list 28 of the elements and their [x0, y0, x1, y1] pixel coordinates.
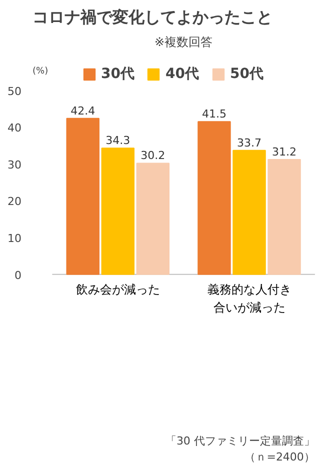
y-tick-label: 40 [8, 122, 22, 135]
text: （ｎ=2400） [244, 450, 315, 464]
y-tick-label: 10 [8, 232, 22, 246]
y-tick-label: 0 [14, 268, 22, 282]
bar [66, 118, 100, 275]
bar [268, 159, 301, 275]
legend-label: 40代 [165, 65, 199, 83]
chart-subtitle: ※複数回答 [154, 35, 213, 50]
bar [198, 121, 231, 275]
y-axis-title: (%) [32, 66, 48, 76]
bar [101, 148, 134, 275]
legend-label: 30代 [101, 65, 134, 83]
bar [232, 150, 266, 275]
y-tick-label: 50 [8, 84, 22, 98]
data-label: 31.2 [272, 146, 297, 159]
text: 「30 代ファミリー定量調査」 [165, 434, 315, 448]
data-label: 34.3 [106, 134, 130, 148]
legend-label: 50代 [230, 65, 264, 83]
data-label: 30.2 [140, 149, 166, 162]
y-tick-label: 20 [8, 195, 22, 208]
y-tick-label: 30 [8, 158, 22, 172]
x-tick-label: 飲み会が減った [76, 282, 160, 296]
data-label: 33.7 [237, 136, 262, 150]
chart-title: コロナ禍で変化してよかったこと [32, 8, 272, 26]
data-label: 42.4 [70, 104, 96, 118]
x-tick-label: 義務的な人付き合いが減った [207, 282, 292, 315]
data-label: 41.5 [202, 108, 226, 121]
bar [136, 162, 170, 275]
